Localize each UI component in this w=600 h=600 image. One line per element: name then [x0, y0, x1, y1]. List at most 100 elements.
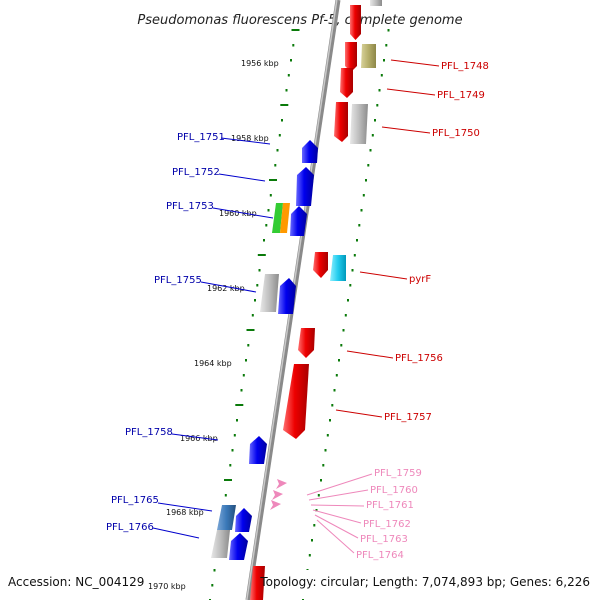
tick-mark — [313, 524, 316, 527]
tick-mark — [291, 29, 300, 31]
gene-green[interactable] — [272, 203, 283, 233]
tick-mark — [315, 509, 318, 512]
gene-arrow-forward-bottom[interactable] — [250, 566, 265, 600]
tick-mark — [342, 329, 345, 332]
tick-mark — [347, 299, 349, 302]
tick-mark — [278, 134, 281, 137]
tick-mark — [242, 374, 245, 377]
kbp-label: 1958 kbp — [231, 134, 269, 143]
kbp-label: 1960 kbp — [219, 209, 257, 218]
tick-mark — [269, 194, 272, 197]
kbp-label: 1964 kbp — [194, 359, 232, 368]
tick-mark — [247, 344, 250, 347]
gene-cyan[interactable] — [330, 255, 346, 281]
tick-mark — [276, 149, 279, 152]
gene-arrow-reverse[interactable] — [235, 508, 252, 532]
gene-hypothetical[interactable] — [260, 274, 279, 312]
tick-mark — [308, 554, 311, 557]
gene-steel[interactable] — [217, 505, 236, 530]
kbp-label: 1966 kbp — [180, 434, 218, 443]
tick-mark — [358, 224, 361, 227]
tick-mark — [365, 179, 367, 182]
tick-mark — [362, 194, 365, 197]
gene-label-right[interactable]: PFL_1756 — [395, 353, 443, 364]
gene-arrow-reverse[interactable] — [229, 533, 248, 560]
gene-label-left[interactable]: PFL_1751 — [177, 132, 225, 143]
gene-hypothetical[interactable] — [350, 104, 368, 144]
gene-arrow-forward[interactable] — [340, 68, 353, 98]
map-title: Pseudomonas fluorescens Pf-5, complete g… — [137, 13, 462, 28]
kbp-scale: 1956 kbp 1958 kbp 1960 kbp 1962 kbp 1964… — [148, 59, 279, 591]
gene-label-small[interactable]: PFL_1759 — [374, 468, 422, 479]
tick-mark — [235, 404, 244, 406]
gene-label-small[interactable]: PFL_1764 — [356, 550, 404, 561]
tick-mark — [236, 419, 238, 422]
gene-arrow-forward[interactable] — [313, 252, 328, 278]
gene-label-left[interactable]: PFL_1766 — [106, 522, 154, 533]
tick-mark — [246, 329, 255, 331]
gene-label-small[interactable]: PFL_1761 — [366, 500, 414, 511]
gene-arrow-reverse[interactable] — [302, 140, 318, 163]
gene-label-right[interactable]: PFL_1748 — [441, 61, 489, 72]
gene-label-left[interactable]: PFL_1753 — [166, 201, 214, 212]
tick-mark — [376, 104, 379, 107]
tick-mark — [317, 494, 320, 497]
gene-label-right[interactable]: PFL_1749 — [437, 90, 485, 101]
tick-mark — [311, 539, 313, 542]
tick-mark — [292, 44, 295, 47]
tick-mark — [211, 584, 214, 587]
tick-mark — [385, 44, 388, 47]
gene-label-right[interactable]: PFL_1757 — [384, 412, 432, 423]
gene-arrow-reverse[interactable] — [296, 167, 314, 206]
gene-arrow-forward[interactable] — [283, 364, 309, 439]
tick-mark — [233, 434, 236, 437]
tick-mark — [331, 404, 334, 407]
gene-label-small[interactable]: PFL_1762 — [363, 519, 411, 530]
tick-mark — [251, 314, 254, 317]
gene-arrow-forward[interactable] — [350, 5, 361, 40]
tick-mark — [383, 59, 385, 62]
gene-small-pink[interactable] — [270, 500, 281, 510]
gene-label-left[interactable]: PFL_1765 — [111, 495, 159, 506]
footer: Accession: NC_004129 Topology: circular;… — [0, 570, 600, 592]
tick-mark — [387, 29, 390, 32]
tick-mark — [335, 374, 338, 377]
gene-label-small[interactable]: PFL_1760 — [370, 485, 418, 496]
tick-mark — [329, 419, 331, 422]
tick-mark — [269, 179, 277, 181]
gene-arrow-forward[interactable] — [345, 42, 357, 72]
gene-small-pink[interactable] — [276, 479, 287, 489]
gene-small-pink[interactable] — [272, 490, 283, 500]
tick-mark — [224, 494, 227, 497]
tick-mark — [281, 119, 283, 122]
gene-label-left[interactable]: PFL_1755 — [154, 275, 202, 286]
tick-mark — [287, 74, 290, 77]
gene-hypothetical-top[interactable] — [370, 0, 382, 6]
gene-arrow-reverse[interactable] — [290, 206, 307, 236]
gene-orange[interactable] — [280, 203, 290, 233]
tick-mark — [231, 449, 234, 452]
tick-mark — [240, 389, 243, 392]
tick-mark — [257, 254, 266, 256]
gene-label-left[interactable]: PFL_1758 — [125, 427, 173, 438]
gene-label-small[interactable]: PFL_1763 — [360, 534, 408, 545]
tick-mark — [213, 569, 216, 572]
gene-label-left[interactable]: PFL_1752 — [172, 167, 220, 178]
tick-mark — [349, 284, 352, 287]
gene-arrow-forward[interactable] — [334, 102, 348, 142]
gene-arrow-reverse[interactable] — [278, 278, 296, 314]
gene-label-right[interactable]: pyrF — [409, 274, 431, 285]
gene-hypothetical[interactable] — [211, 530, 230, 558]
gene-olive[interactable] — [361, 44, 376, 68]
tick-mark — [224, 479, 232, 481]
gene-arrow-forward[interactable] — [298, 328, 315, 358]
tick-mark — [380, 74, 383, 77]
kbp-label: 1968 kbp — [166, 508, 204, 517]
gene-label-right[interactable]: PFL_1750 — [432, 128, 480, 139]
topology-text: Topology: circular; Length: 7,074,893 bp… — [259, 575, 590, 589]
gene-arrow-reverse[interactable] — [249, 436, 267, 464]
tick-mark — [274, 164, 277, 167]
left-gene-labels: PFL_1751 PFL_1752 PFL_1753 PFL_1755 PFL_… — [106, 132, 274, 539]
tick-mark — [374, 119, 376, 122]
